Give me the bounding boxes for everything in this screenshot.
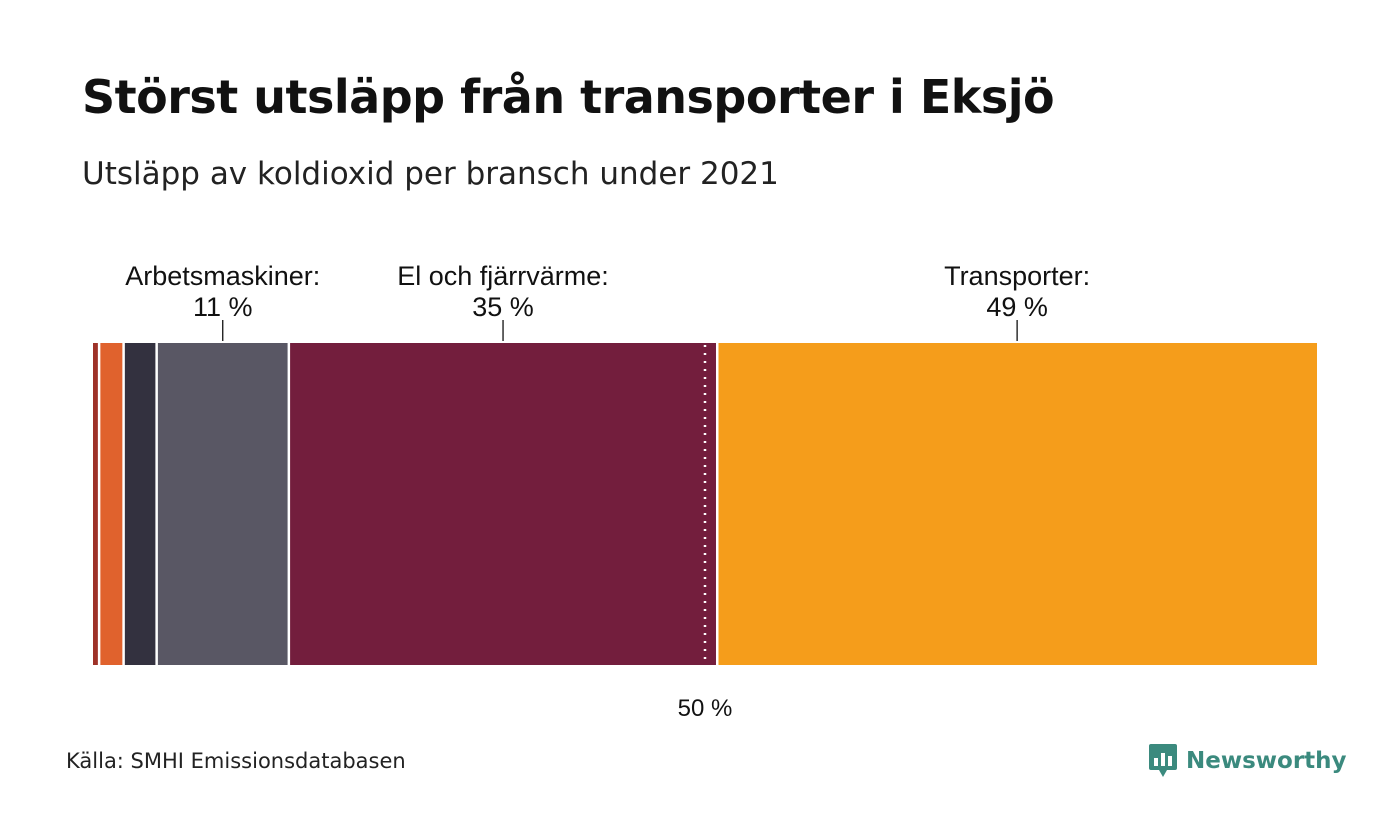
- callout-name-3: Transporter:: [944, 261, 1090, 291]
- bar-segment-2: [99, 343, 124, 665]
- callout-value-3: 49 %: [986, 292, 1048, 322]
- newsworthy-logo-icon: [1149, 744, 1177, 777]
- chart-subtitle: Utsläpp av koldioxid per bransch under 2…: [82, 156, 779, 192]
- bar-segment-1: [93, 343, 100, 665]
- callout-value-2: 35 %: [472, 292, 534, 322]
- reference-line-label: 50 %: [678, 695, 733, 722]
- bar-segment-4: [156, 343, 289, 665]
- source-note: Källa: SMHI Emissionsdatabasen: [66, 749, 406, 773]
- callout-value-1: 11 %: [193, 292, 253, 322]
- callout-name-1: Arbetsmaskiner:: [125, 261, 320, 291]
- bar-segment-3: [123, 343, 157, 665]
- callout-name-2: El och fjärrvärme:: [397, 261, 609, 291]
- brand-logo: Newsworthy: [1148, 742, 1347, 780]
- bar-segment-6: [717, 343, 1317, 665]
- brand-name: Newsworthy: [1186, 748, 1347, 774]
- bar-segment-5: [288, 343, 718, 665]
- chart-title: Störst utsläpp från transporter i Eksjö: [82, 70, 1055, 124]
